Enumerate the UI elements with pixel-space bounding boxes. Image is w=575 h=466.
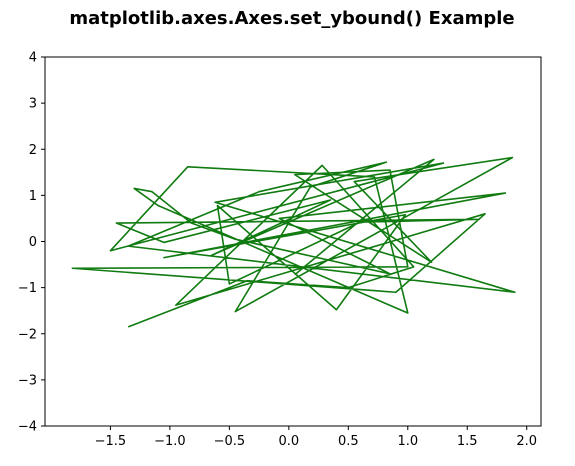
series-line <box>71 156 516 328</box>
y-tick-label: 2 <box>29 143 37 158</box>
plot-area <box>71 156 516 328</box>
x-tick-label: 1.5 <box>457 434 478 449</box>
x-tick-label: 0.5 <box>338 434 359 449</box>
y-tick-label: 1 <box>29 189 37 204</box>
x-tick-label: −1.0 <box>154 434 186 449</box>
x-tick-label: −1.5 <box>95 434 127 449</box>
axis-ticks: −1.5 −1.0 −0.5 0.0 0.5 1.0 1.5 2.0 −4 −3 −2 −1 0 1 2 3 4 <box>18 51 537 450</box>
y-tick-label: −1 <box>18 281 37 296</box>
x-tick-label: 0.0 <box>278 434 299 449</box>
y-tick-label: −4 <box>18 420 37 435</box>
y-tick-label: 3 <box>29 97 37 112</box>
chart-title: matplotlib.axes.Axes.set_ybound() Exampl… <box>69 8 514 29</box>
x-tick-label: −0.5 <box>214 434 246 449</box>
y-tick-label: 4 <box>29 51 37 66</box>
x-tick-label: 1.0 <box>397 434 418 449</box>
y-tick-label: −2 <box>18 327 37 342</box>
x-tick-label: 2.0 <box>516 434 537 449</box>
axes-frame <box>44 56 542 427</box>
y-tick-label: −3 <box>18 373 37 388</box>
y-tick-label: 0 <box>29 235 37 250</box>
